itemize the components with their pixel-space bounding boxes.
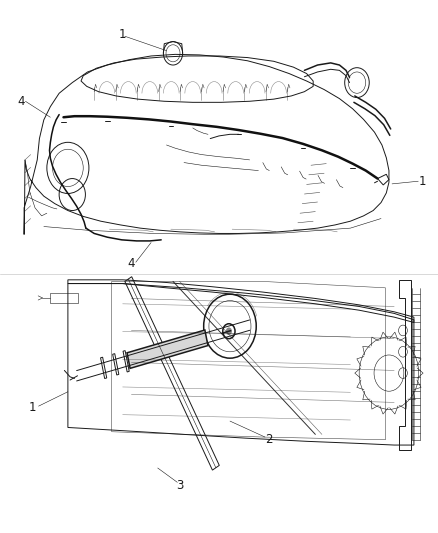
Bar <box>50 293 78 303</box>
Text: 2: 2 <box>265 433 273 446</box>
Text: 1: 1 <box>29 401 37 414</box>
Text: 3: 3 <box>176 479 183 491</box>
Polygon shape <box>127 330 208 368</box>
Text: 4: 4 <box>17 95 25 108</box>
Text: 1: 1 <box>119 28 127 41</box>
Text: 4: 4 <box>127 257 135 270</box>
Circle shape <box>226 327 232 335</box>
Text: 1: 1 <box>419 175 427 188</box>
